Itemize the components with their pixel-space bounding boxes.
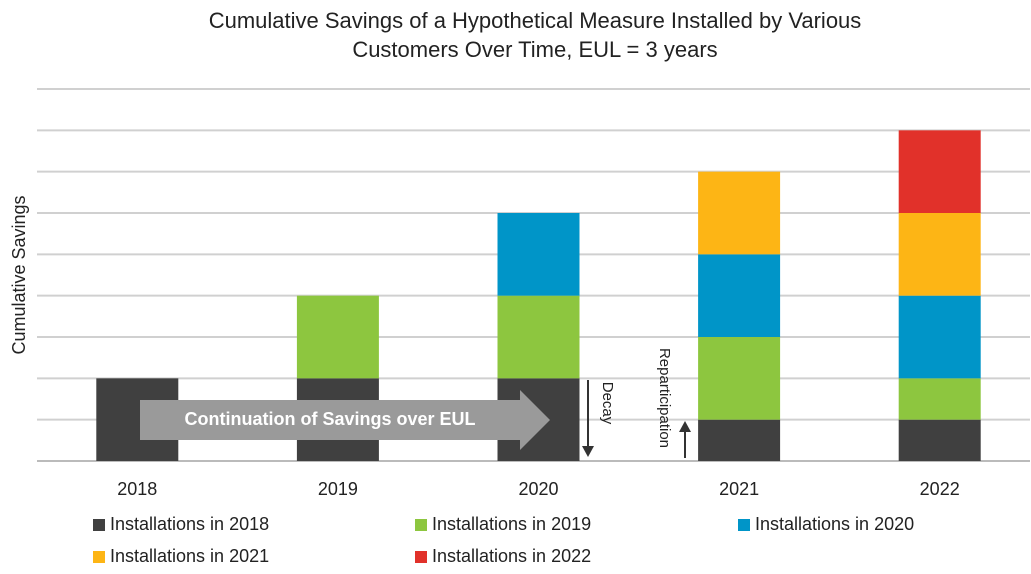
legend-label: Installations in 2021	[110, 546, 269, 566]
annotation-arrow	[140, 390, 550, 450]
legend-swatch	[415, 519, 427, 531]
legend-swatch	[738, 519, 750, 531]
legend-swatch	[93, 551, 105, 563]
annotation: Continuation of Savings over EUL	[184, 409, 475, 429]
bar-segment	[296, 295, 379, 379]
annotation: Reparticipation	[656, 348, 673, 448]
legend-label: Installations in 2019	[432, 514, 591, 534]
annotation: Decay	[599, 382, 616, 425]
chart-title: Customers Over Time, EUL = 3 years	[352, 37, 717, 62]
x-tick-label: 2021	[719, 479, 759, 499]
x-tick-label: 2019	[318, 479, 358, 499]
bar-segment	[497, 213, 580, 296]
bar-segment	[898, 419, 981, 461]
bar-segment	[898, 130, 981, 213]
legend-label: Installations in 2022	[432, 546, 591, 566]
x-tick-label: 2018	[117, 479, 157, 499]
y-axis-label: Cumulative Savings	[9, 195, 29, 354]
legend-swatch	[93, 519, 105, 531]
bar-segment	[698, 337, 781, 420]
bar-segment	[898, 295, 981, 379]
x-tick-label: 2020	[518, 479, 558, 499]
annotation-arrow	[679, 421, 691, 432]
x-tick-label: 2022	[920, 479, 960, 499]
bar-segment	[698, 254, 781, 337]
legend-label: Installations in 2020	[755, 514, 914, 534]
chart-title: Cumulative Savings of a Hypothetical Mea…	[209, 8, 862, 33]
bar-segment	[698, 171, 781, 255]
bar-segment	[898, 213, 981, 296]
annotation-arrow	[582, 446, 594, 457]
legend-swatch	[415, 551, 427, 563]
legend-label: Installations in 2018	[110, 514, 269, 534]
bar-segment	[497, 295, 580, 379]
bar-segment	[698, 419, 781, 461]
bar-segment	[898, 378, 981, 420]
